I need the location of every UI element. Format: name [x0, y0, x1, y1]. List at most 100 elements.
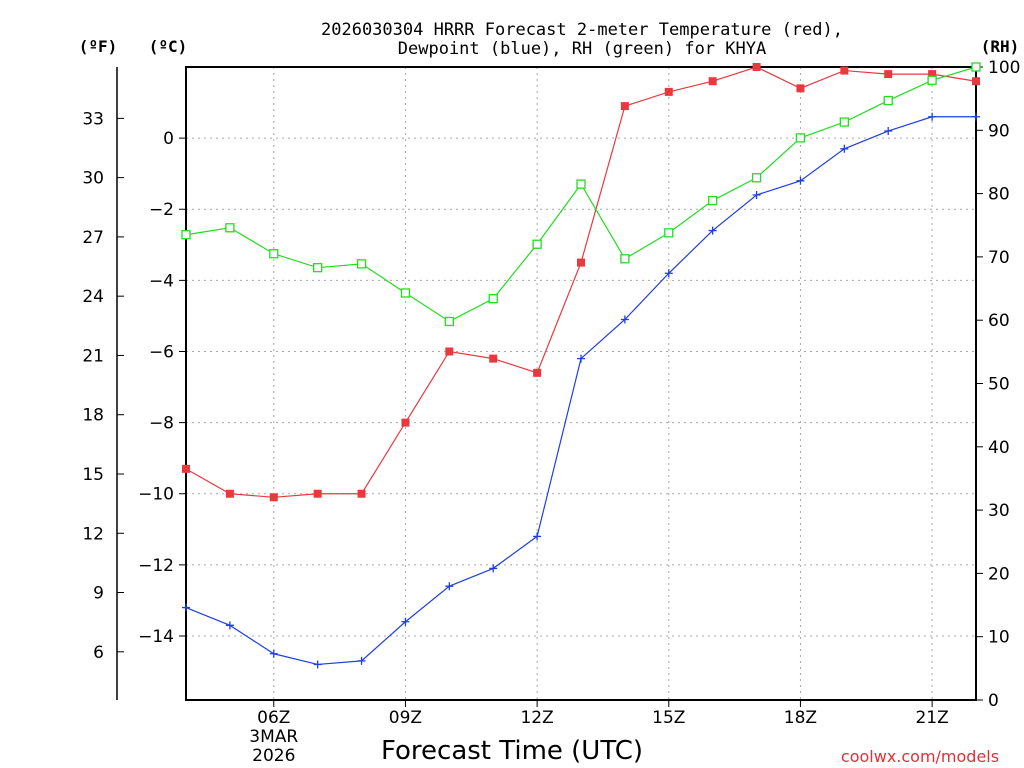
- rh-series: [181, 62, 981, 327]
- x-tick-label: 12Z: [520, 708, 553, 728]
- rh-point: [225, 223, 235, 233]
- fahrenheit-tick-label: 30: [82, 169, 104, 189]
- rh-tick-label: 0: [988, 691, 999, 711]
- celsius-tick-label: −2: [149, 200, 174, 220]
- dewpoint-point: [620, 315, 629, 324]
- rh-point: [927, 75, 937, 85]
- chart-title-line2: Dewpoint (blue), RH (green) for KHYA: [398, 39, 766, 59]
- rh-point: [839, 117, 849, 127]
- rh-point: [708, 195, 718, 206]
- x-tick-label: 15Z: [652, 708, 685, 728]
- rh-tick-label: 100: [988, 58, 1020, 78]
- celsius-tick-label: −4: [149, 271, 174, 291]
- dewpoint-line: [185, 116, 976, 666]
- rh-tick-label: 70: [988, 248, 1010, 268]
- celsius-tick-label: −10: [138, 485, 174, 505]
- 2-meter-temperature-point: [445, 347, 454, 356]
- celsius-tick-label: −8: [149, 414, 174, 434]
- 2-meter-temperature-point: [972, 77, 980, 86]
- 2-meter-temperature-point: [489, 354, 498, 363]
- dewpoint-point: [225, 621, 234, 630]
- 2-meter-temperature-point: [840, 66, 849, 75]
- fahrenheit-tick-label: 18: [82, 406, 104, 426]
- rh-point: [269, 249, 279, 259]
- fahrenheit-tick-label: 24: [82, 287, 104, 307]
- data-series: [181, 62, 981, 669]
- rh-point: [576, 179, 586, 189]
- rh-tick-label: 50: [988, 375, 1010, 395]
- axes: [116, 66, 983, 707]
- fahrenheit-tick-label: 21: [82, 346, 104, 366]
- dewpoint-point: [664, 269, 673, 278]
- fahrenheit-tick-label: 12: [82, 524, 104, 544]
- fahrenheit-tick-label: 9: [93, 584, 104, 604]
- rh-tick-label: 10: [988, 628, 1010, 648]
- dewpoint-point: [577, 354, 585, 363]
- celsius-unit-label: (ºC): [149, 37, 188, 56]
- dewpoint-point: [489, 564, 498, 573]
- rh-point: [356, 259, 367, 269]
- gridlines: [186, 67, 976, 700]
- rh-tick-label: 90: [988, 121, 1010, 141]
- rh-tick-label: 60: [988, 311, 1010, 331]
- 2-meter-temperature-point: [577, 258, 585, 267]
- celsius-tick-label: −12: [138, 556, 174, 576]
- chart-title-line1: 2026030304 HRRR Forecast 2-meter Tempera…: [321, 20, 843, 40]
- fahrenheit-tick-label: 6: [93, 643, 104, 663]
- 2-meter-temperature-point: [664, 87, 673, 96]
- x-tick-label: 06Z: [257, 708, 290, 728]
- celsius-tick-label: −6: [149, 342, 174, 362]
- 2-meter-temperature-series: [182, 63, 980, 502]
- rh-point: [664, 228, 674, 238]
- 2-meter-temperature-point: [533, 368, 542, 377]
- dewpoint-point: [269, 649, 278, 658]
- dewpoint-series: [182, 112, 980, 669]
- 2-meter-temperature-line: [185, 66, 977, 498]
- dewpoint-point: [357, 656, 366, 665]
- dewpoint-point: [840, 144, 849, 153]
- 2-meter-temperature-point: [752, 63, 761, 71]
- 2-meter-temperature-point: [225, 489, 234, 498]
- dewpoint-point: [182, 603, 190, 612]
- rh-tick-label: 40: [988, 438, 1010, 458]
- dewpoint-point: [972, 112, 980, 121]
- x-date-label: 3MAR: [249, 727, 298, 747]
- rh-point: [795, 133, 806, 143]
- dewpoint-point: [313, 660, 322, 669]
- rh-point: [400, 288, 411, 298]
- dewpoint-point: [884, 127, 893, 136]
- 2-meter-temperature-point: [357, 489, 366, 498]
- 2-meter-temperature-point: [313, 489, 322, 498]
- rh-point: [532, 239, 542, 249]
- celsius-tick-label: 0: [163, 129, 174, 149]
- x-tick-label: 21Z: [915, 708, 948, 728]
- fahrenheit-unit-label: (ºF): [79, 37, 118, 56]
- rh-tick-label: 80: [988, 185, 1010, 205]
- dewpoint-point: [533, 532, 542, 541]
- rh-point: [488, 294, 498, 304]
- dewpoint-point: [796, 176, 805, 185]
- fahrenheit-tick-label: 33: [82, 109, 104, 129]
- rh-unit-label: (RH): [981, 37, 1020, 56]
- 2-meter-temperature-point: [182, 464, 190, 473]
- 2-meter-temperature-point: [796, 84, 805, 93]
- dewpoint-point: [401, 617, 410, 626]
- 2-meter-temperature-point: [928, 70, 937, 79]
- rh-point: [181, 230, 191, 240]
- rh-point: [751, 173, 762, 183]
- 2-meter-temperature-point: [401, 418, 410, 427]
- celsius-tick-label: −14: [138, 627, 174, 647]
- rh-point: [971, 62, 981, 72]
- credit-link[interactable]: coolwx.com/models: [841, 747, 999, 766]
- x-tick-label: 09Z: [389, 708, 422, 728]
- fahrenheit-tick-label: 27: [82, 228, 104, 248]
- dewpoint-point: [445, 582, 454, 591]
- plot-frame: [185, 66, 977, 701]
- dewpoint-point: [752, 191, 761, 200]
- x-axis-title: Forecast Time (UTC): [381, 736, 643, 766]
- rh-point: [444, 316, 454, 327]
- 2-meter-temperature-point: [269, 493, 278, 502]
- x-year-label: 2026: [252, 746, 295, 766]
